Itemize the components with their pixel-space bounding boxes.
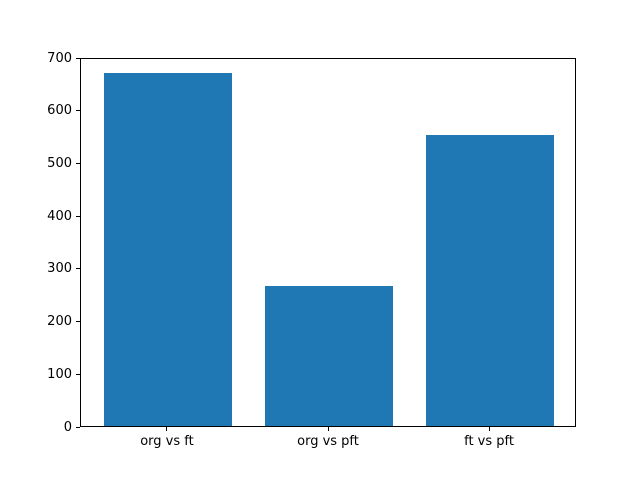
- ytick-mark: [76, 110, 80, 112]
- bar-org-vs-pft: [264, 286, 394, 426]
- xtick-label-org-vs-ft: org vs ft: [140, 434, 194, 449]
- bar-ft-vs-pft: [425, 135, 555, 426]
- ytick-label-200: 200: [47, 314, 72, 330]
- ytick-mark: [76, 57, 80, 59]
- ytick-label-300: 300: [47, 261, 72, 277]
- ytick-label-400: 400: [47, 208, 72, 224]
- ytick-mark: [76, 426, 80, 428]
- ytick-mark: [76, 268, 80, 270]
- xtick-mark: [327, 427, 329, 431]
- plot-area: [80, 58, 576, 427]
- ytick-label-100: 100: [47, 366, 72, 382]
- ytick-mark: [76, 373, 80, 375]
- xtick-mark: [488, 427, 490, 431]
- ytick-mark: [76, 162, 80, 164]
- xtick-label-ft-vs-pft: ft vs pft: [464, 434, 514, 449]
- xtick-mark: [166, 427, 168, 431]
- xtick-label-org-vs-pft: org vs pft: [297, 434, 359, 449]
- ytick-label-500: 500: [47, 155, 72, 171]
- bar-org-vs-ft: [103, 72, 233, 426]
- ytick-mark: [76, 215, 80, 217]
- ytick-label-600: 600: [47, 103, 72, 119]
- ytick-mark: [76, 321, 80, 323]
- ytick-label-700: 700: [47, 50, 72, 66]
- ytick-label-0: 0: [63, 419, 72, 435]
